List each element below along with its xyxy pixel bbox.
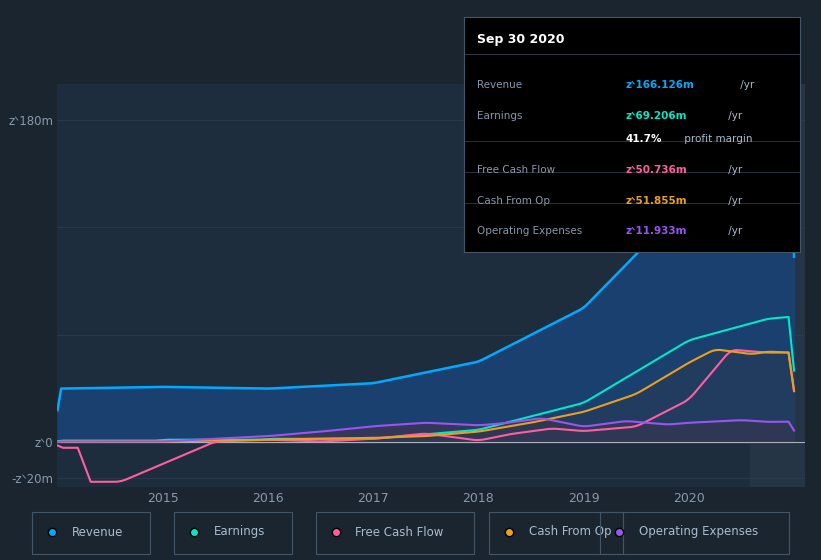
- Text: zᐠ11.933m: zᐠ11.933m: [626, 226, 687, 236]
- Text: zᐠ50.736m: zᐠ50.736m: [626, 165, 687, 175]
- Text: Cash From Op: Cash From Op: [529, 525, 611, 539]
- Text: Earnings: Earnings: [213, 525, 265, 539]
- Text: 41.7%: 41.7%: [626, 134, 662, 144]
- Text: Earnings: Earnings: [477, 111, 523, 121]
- Text: Operating Expenses: Operating Expenses: [639, 525, 759, 539]
- Text: Cash From Op: Cash From Op: [477, 195, 550, 206]
- Text: /yr: /yr: [726, 226, 743, 236]
- Text: Operating Expenses: Operating Expenses: [477, 226, 583, 236]
- Text: /yr: /yr: [726, 195, 743, 206]
- Text: Sep 30 2020: Sep 30 2020: [477, 33, 565, 46]
- Text: Free Cash Flow: Free Cash Flow: [355, 525, 443, 539]
- Text: /yr: /yr: [736, 80, 754, 90]
- Text: zᐠ51.855m: zᐠ51.855m: [626, 195, 687, 206]
- Text: Revenue: Revenue: [477, 80, 522, 90]
- Text: zᐠ69.206m: zᐠ69.206m: [626, 111, 687, 121]
- Text: /yr: /yr: [726, 111, 743, 121]
- Text: zᐠ166.126m: zᐠ166.126m: [626, 80, 695, 90]
- Text: profit margin: profit margin: [681, 134, 753, 144]
- Text: Free Cash Flow: Free Cash Flow: [477, 165, 556, 175]
- Text: /yr: /yr: [726, 165, 743, 175]
- Text: Revenue: Revenue: [71, 525, 123, 539]
- Bar: [750, 84, 805, 487]
